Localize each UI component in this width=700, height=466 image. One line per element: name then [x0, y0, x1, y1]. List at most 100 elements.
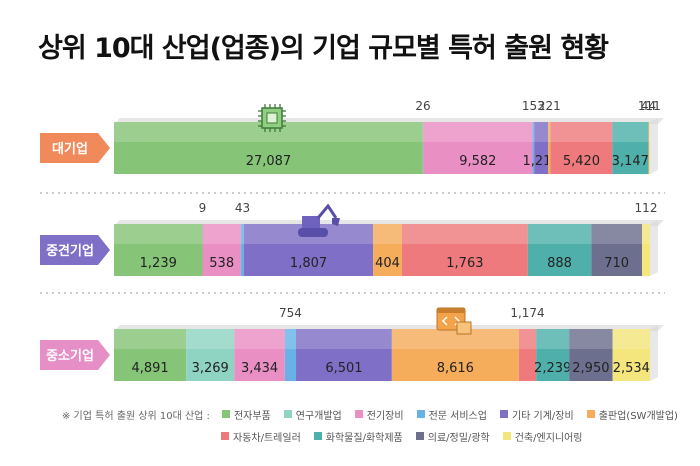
bar-segment-highlight	[391, 329, 519, 349]
bar-segment	[114, 122, 423, 174]
data-label: 404	[375, 256, 400, 271]
legend-swatch	[313, 432, 322, 440]
bar-segment	[612, 122, 649, 174]
bar-segment	[422, 122, 424, 174]
excavator-icon	[298, 203, 340, 237]
bar-segment-highlight	[550, 122, 613, 142]
bar-segment-highlight	[296, 329, 392, 349]
bar-segment	[534, 122, 549, 174]
legend-swatch	[415, 432, 424, 440]
legend-note: ※ 기업 특허 출원 상위 10대 산업 :	[62, 410, 210, 422]
code-bracket-left	[441, 316, 448, 326]
bar-segment	[423, 122, 533, 174]
bar-segment-highlight	[648, 122, 650, 142]
data-label: 1,239	[140, 256, 177, 271]
bar-segment-highlight	[422, 122, 424, 142]
bar-segment-highlight	[373, 224, 402, 244]
bar-segment	[591, 224, 642, 276]
data-label-outside: 112	[635, 201, 658, 215]
data-label: 710	[604, 256, 629, 271]
bar-segment-highlight	[114, 122, 423, 142]
bar-segment	[240, 224, 244, 276]
excavator-track	[298, 228, 328, 237]
data-label-outside: 1,174	[510, 306, 544, 320]
legend-item: 전자부품	[221, 407, 271, 422]
code-doc	[456, 321, 472, 335]
data-label-outside: 26	[415, 99, 430, 113]
bar-segment-highlight	[114, 224, 203, 244]
legend-label: 기타 기계/장비	[511, 410, 574, 422]
bar-end-cap	[650, 220, 658, 276]
bar-segment-highlight	[532, 122, 535, 142]
chip-core	[266, 112, 278, 124]
data-label: 2,950	[572, 361, 609, 376]
legend-label: 건축/엔지니어링	[514, 432, 583, 444]
legend-label: 전자부품	[233, 410, 271, 422]
bar-segment	[569, 329, 613, 381]
legend-item: 연구개발업	[283, 407, 342, 422]
chart-title: 상위 10대 산업(업종)의 기업 규모별 특허 출원 현황	[38, 33, 609, 64]
data-label: 538	[209, 256, 234, 271]
bar-row: 1,239 9 538 43 1,807 404 1,763 888 710 112 중견기업	[40, 201, 664, 276]
legend-swatch	[354, 410, 363, 418]
bar-segment	[612, 329, 650, 381]
legend-label: 출판업(SW개발업)	[598, 410, 678, 422]
bar-segment-highlight	[536, 329, 570, 349]
data-label: 3,434	[241, 361, 278, 376]
legend-swatch	[221, 432, 229, 440]
bar-segment	[202, 224, 241, 276]
bar-segment	[373, 224, 402, 276]
bar-segment-highlight	[527, 224, 592, 244]
bar-segment-highlight	[642, 224, 650, 244]
data-label-outside: 153	[522, 99, 545, 113]
bar-segment	[296, 329, 392, 381]
bar-segment	[391, 329, 519, 381]
bar-segment	[518, 329, 537, 381]
microchip-icon	[258, 104, 286, 132]
row-label-arrow	[40, 235, 110, 265]
bar-segment	[284, 329, 297, 381]
bar-segment	[642, 224, 650, 276]
bar-segment-highlight	[114, 329, 187, 349]
excavator-bucket	[332, 218, 340, 226]
data-label-outside: 111	[638, 99, 661, 113]
bar-segment-highlight	[186, 329, 235, 349]
bar-segment	[234, 329, 285, 381]
bar-segment	[114, 224, 203, 276]
data-label-outside: 9	[199, 201, 207, 215]
legend-swatch	[283, 410, 292, 418]
bar-segment-highlight	[591, 224, 642, 244]
bar-segment	[527, 224, 592, 276]
row-label-arrow	[40, 340, 110, 370]
bar-segment	[648, 122, 650, 174]
data-label: 8,616	[437, 361, 474, 376]
bar-segment-highlight	[612, 329, 650, 349]
data-label: 5,420	[563, 154, 600, 169]
data-label: 9,582	[459, 154, 496, 169]
row-label: 중소기업	[46, 349, 94, 364]
bar-segment	[114, 329, 187, 381]
legend: ※ 기업 특허 출원 상위 10대 산업 : 전자부품 연구개발업 전기장비 전문 서…	[62, 403, 692, 447]
data-label: 2,239	[534, 361, 571, 376]
excavator-arm	[316, 203, 338, 219]
data-label-outside: 43	[235, 201, 250, 215]
bar-segment	[532, 122, 535, 174]
data-label-outside: 754	[279, 306, 302, 320]
bar-segment	[536, 329, 570, 381]
data-label: 888	[547, 256, 572, 271]
data-label: 6,501	[325, 361, 362, 376]
legend-item: 건축/엔지니어링	[502, 429, 583, 444]
legend-item: 전문 서비스업	[416, 407, 487, 422]
bar-segment-highlight	[234, 329, 285, 349]
legend-swatch	[502, 432, 511, 440]
legend-item: 자동차/트레일러	[221, 429, 301, 444]
legend-label: 전문 서비스업	[428, 410, 487, 422]
legend-swatch	[586, 410, 595, 418]
legend-label: 의료/정밀/광학	[427, 432, 490, 444]
bar-segment	[550, 122, 613, 174]
code-bracket-right	[454, 316, 461, 326]
legend-item: 출판업(SW개발업)	[586, 407, 678, 422]
